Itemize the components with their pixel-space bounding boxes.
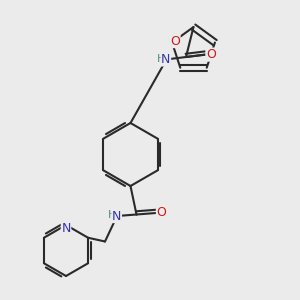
- Text: H: H: [107, 210, 116, 220]
- Text: N: N: [61, 222, 71, 235]
- Text: N: N: [112, 209, 122, 223]
- Text: N: N: [161, 53, 171, 66]
- Text: O: O: [170, 34, 180, 47]
- Text: O: O: [206, 48, 216, 61]
- Text: H: H: [157, 54, 165, 64]
- Text: O: O: [157, 206, 166, 220]
